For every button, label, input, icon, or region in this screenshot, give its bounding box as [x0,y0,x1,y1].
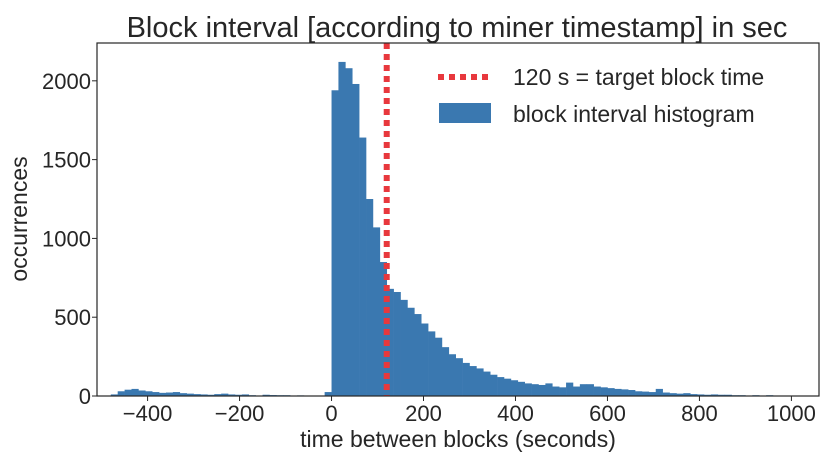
histogram-bar [421,324,428,396]
histogram-bar [518,382,525,396]
legend: 120 s = target block time block interval… [438,64,764,127]
legend-target-line-label: 120 s = target block time [513,64,764,90]
histogram-bar [656,389,663,396]
plot-frame [97,43,819,396]
histogram-bar [373,227,380,396]
histogram-bar [449,354,456,396]
histogram-bar [642,392,649,396]
y-tick-label: 2000 [42,69,91,94]
histogram-bar [497,377,504,396]
histogram-bar [538,385,545,396]
x-tick-label: 400 [497,401,534,426]
chart-title: Block interval [according to miner times… [127,12,788,44]
histogram-bar [435,338,442,396]
histogram-bar [145,391,152,396]
y-tick-label: 0 [79,384,91,409]
y-tick-label: 1000 [42,226,91,251]
histogram-bar [559,387,566,396]
histogram-bar [607,388,614,396]
histogram-bar [332,90,339,396]
histogram-bar [566,383,573,396]
legend-histogram-swatch [439,103,491,123]
y-tick-label: 1500 [42,148,91,173]
x-tick-label: 200 [405,401,442,426]
histogram-bar [532,384,539,396]
histogram-bar [552,387,559,396]
histogram-bar [359,138,366,396]
y-axis-ticks: 0 500 1000 1500 2000 [42,69,97,409]
histogram-bar [614,389,621,396]
histogram-bar [463,363,470,396]
x-tick-label: 0 [325,401,337,426]
histogram-bar [511,380,518,396]
histogram-bar [601,387,608,396]
x-tick-label: 1000 [767,401,816,426]
histogram-bar [131,389,138,396]
histogram-bar [545,383,552,396]
y-tick-label: 500 [54,305,91,330]
histogram-bar [414,314,421,396]
histogram-bar [352,84,359,396]
x-tick-label: −400 [123,401,173,426]
legend-histogram-label: block interval histogram [513,101,755,127]
histogram-bar [394,292,401,396]
x-tick-label: 800 [681,401,718,426]
histogram-bar [490,375,497,396]
histogram-bar [125,390,132,396]
histogram-bar [587,384,594,396]
histogram-bar [628,390,635,396]
histogram-bar [483,372,490,396]
histogram-bar [366,199,373,396]
x-tick-label: −200 [215,401,265,426]
x-axis-ticks: −400 −200 0 200 400 600 800 1000 [123,396,816,426]
histogram-bar [525,383,532,396]
histogram-bar [476,368,483,396]
x-tick-label: 600 [589,401,626,426]
histogram-bar [428,331,435,396]
histogram-bar [407,308,414,396]
histogram-bar [456,358,463,396]
histogram-bar [573,387,580,396]
histogram-bar [442,347,449,396]
y-axis-label: occurrences [6,156,32,281]
histogram-bar [580,384,587,396]
histogram-bar [138,390,145,396]
histogram-bar [401,300,408,396]
histogram-bar [118,391,125,396]
histogram-bar [345,68,352,396]
histogram-bar [338,62,345,396]
histogram-bar [504,379,511,396]
histogram-bar [594,387,601,396]
histogram-bar [635,391,642,396]
histogram-bar [469,366,476,396]
x-axis-label: time between blocks (seconds) [300,426,616,452]
histogram-bar [621,389,628,396]
